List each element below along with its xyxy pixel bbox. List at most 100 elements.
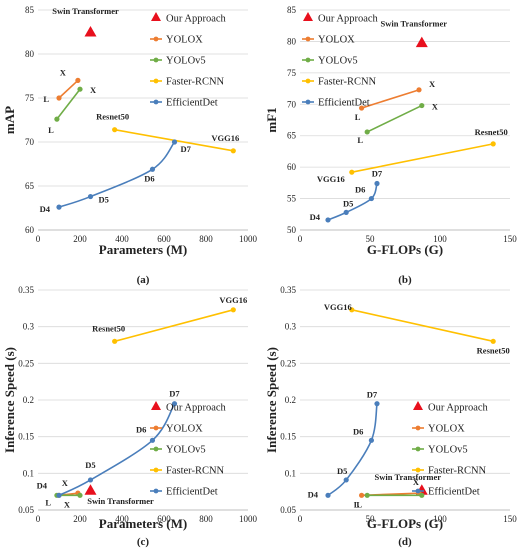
point-label: X xyxy=(90,85,97,95)
series-line xyxy=(58,141,176,208)
x-axis-label: Parameters (M) xyxy=(99,516,187,531)
point-label: D6 xyxy=(144,173,154,183)
point-label: D4 xyxy=(310,212,321,222)
point-label: VGG16 xyxy=(324,302,352,312)
x-tick-label: 200 xyxy=(73,514,87,524)
y-tick-label: 0.15 xyxy=(18,432,34,442)
legend-label: Faster-RCNN xyxy=(318,77,377,88)
data-point xyxy=(230,148,236,154)
y-tick-label: 0.3 xyxy=(23,322,35,332)
chart-panel-a: 60 65 70 75 80 85 0 200 400 600 800 1000 Parameters … xyxy=(2,5,258,286)
x-tick-label: 200 xyxy=(73,234,87,244)
x-tick-label: 150 xyxy=(503,234,517,244)
y-axis-label: mF1 xyxy=(264,107,279,132)
point-label: L xyxy=(356,499,362,509)
y-tick-label: 85 xyxy=(25,5,35,15)
point-label: Swin Transformer xyxy=(87,496,154,506)
y-tick-label: 75 xyxy=(25,93,35,103)
point-label: Swin Transformer xyxy=(52,6,119,16)
legend-marker-dot xyxy=(153,36,159,42)
legend-marker-dot xyxy=(305,99,311,105)
data-point-triangle xyxy=(415,36,428,48)
y-tick-label: 50 xyxy=(287,225,297,235)
data-point xyxy=(368,437,374,443)
series-yolov5: LX xyxy=(48,85,97,135)
point-label: VGG16 xyxy=(219,295,247,305)
point-label: X xyxy=(413,477,420,487)
series-line xyxy=(56,88,81,120)
series-line xyxy=(58,79,79,99)
data-point xyxy=(325,492,331,498)
series-yolov5: LX xyxy=(357,102,438,145)
legend-marker-dot xyxy=(153,57,159,63)
y-tick-label: 75 xyxy=(287,68,297,78)
series-yolox: LX xyxy=(43,67,81,104)
x-tick-label: 50 xyxy=(366,234,376,244)
series-line xyxy=(351,143,494,173)
legend-marker-dot xyxy=(415,467,421,473)
legend-marker xyxy=(413,401,423,410)
series-faster-rcnn: VGG16 Resnet50 xyxy=(317,127,508,184)
point-label: D6 xyxy=(355,185,365,195)
data-point xyxy=(359,105,365,111)
legend-label: YOLOv5 xyxy=(166,56,206,67)
panel-caption: (c) xyxy=(137,536,150,548)
data-point xyxy=(349,169,355,175)
point-label: X xyxy=(429,79,436,89)
data-point xyxy=(77,492,83,498)
data-point xyxy=(171,139,178,145)
point-label: Swin Transformer xyxy=(381,19,448,29)
panel-caption: (b) xyxy=(398,274,412,286)
data-point xyxy=(112,338,118,344)
point-label: D4 xyxy=(308,489,319,499)
data-point xyxy=(171,401,178,407)
series-line xyxy=(327,403,378,496)
y-tick-label: 80 xyxy=(25,49,35,59)
legend-label: Our Approach xyxy=(428,403,489,414)
y-tick-label: 80 xyxy=(287,36,297,46)
point-label: X xyxy=(64,499,71,509)
legend-marker-dot xyxy=(153,488,159,494)
x-tick-label: 0 xyxy=(36,234,41,244)
y-tick-label: 0.35 xyxy=(18,285,34,295)
legend-label: YOLOX xyxy=(166,35,203,46)
legend-label: YOLOv5 xyxy=(318,56,358,67)
legend-label: YOLOX xyxy=(428,424,465,435)
data-point xyxy=(56,204,62,210)
point-label: D6 xyxy=(136,424,146,434)
x-tick-label: 0 xyxy=(298,514,303,524)
legend-marker-dot xyxy=(305,36,311,42)
legend-marker-dot xyxy=(153,78,159,84)
y-tick-label: 0.3 xyxy=(285,322,297,332)
y-tick-label: 0.35 xyxy=(280,285,296,295)
y-tick-label: 55 xyxy=(287,194,297,204)
data-point xyxy=(349,307,355,313)
point-label: X xyxy=(60,67,67,77)
point-label: D7 xyxy=(372,168,383,178)
y-tick-label: 65 xyxy=(25,181,35,191)
panel-caption: (a) xyxy=(137,274,150,286)
x-tick-label: 800 xyxy=(199,514,213,524)
legend-label: EfficientDet xyxy=(428,487,480,498)
data-point xyxy=(54,116,60,122)
data-point xyxy=(490,338,496,344)
point-label: L xyxy=(354,499,360,509)
y-tick-label: 60 xyxy=(25,225,35,235)
legend-marker xyxy=(151,12,161,21)
x-tick-label: 1000 xyxy=(239,514,258,524)
data-point xyxy=(368,195,374,202)
series-faster-rcnn: VGG16 Resnet50 xyxy=(324,302,510,356)
point-label: D6 xyxy=(353,426,363,436)
y-axis-label: Inference Speed (s) xyxy=(264,347,279,453)
series-faster-rcnn: Resnet50 VGG16 xyxy=(92,295,247,344)
legend-label: EfficientDet xyxy=(166,487,218,498)
legend-marker xyxy=(151,401,161,410)
point-label: D4 xyxy=(37,480,48,490)
series-line xyxy=(366,104,423,133)
x-tick-label: 100 xyxy=(433,234,447,244)
data-point xyxy=(364,492,370,498)
legend-marker-dot xyxy=(305,78,311,84)
